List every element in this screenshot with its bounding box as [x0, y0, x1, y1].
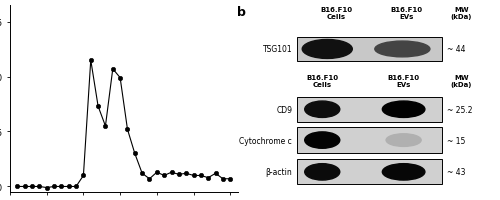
Text: MW
(kDa): MW (kDa): [450, 7, 472, 20]
Text: ~ 15: ~ 15: [448, 136, 466, 145]
Text: b: b: [237, 6, 246, 19]
Text: B16.F10
EVs: B16.F10 EVs: [388, 75, 420, 88]
Ellipse shape: [304, 164, 340, 180]
Ellipse shape: [304, 102, 340, 118]
FancyBboxPatch shape: [297, 159, 442, 185]
Text: CD9: CD9: [276, 105, 292, 114]
Text: TSG101: TSG101: [262, 45, 292, 54]
Text: β-actin: β-actin: [266, 168, 292, 176]
Text: B16.F10
Cells: B16.F10 Cells: [306, 75, 338, 88]
Ellipse shape: [386, 134, 421, 147]
FancyBboxPatch shape: [297, 97, 442, 122]
Text: MW
(kDa): MW (kDa): [450, 75, 472, 88]
Text: B16.F10
EVs: B16.F10 EVs: [390, 7, 422, 20]
Text: Cytochrome c: Cytochrome c: [240, 136, 292, 145]
Ellipse shape: [375, 42, 430, 58]
Text: ~ 25.2: ~ 25.2: [448, 105, 473, 114]
Ellipse shape: [382, 164, 425, 180]
Ellipse shape: [304, 132, 340, 149]
FancyBboxPatch shape: [297, 38, 442, 62]
Text: ~ 43: ~ 43: [448, 168, 466, 176]
Ellipse shape: [382, 102, 425, 118]
Text: B16.F10
Cells: B16.F10 Cells: [320, 7, 352, 20]
Text: ~ 44: ~ 44: [448, 45, 466, 54]
FancyBboxPatch shape: [297, 128, 442, 153]
Ellipse shape: [302, 40, 352, 59]
